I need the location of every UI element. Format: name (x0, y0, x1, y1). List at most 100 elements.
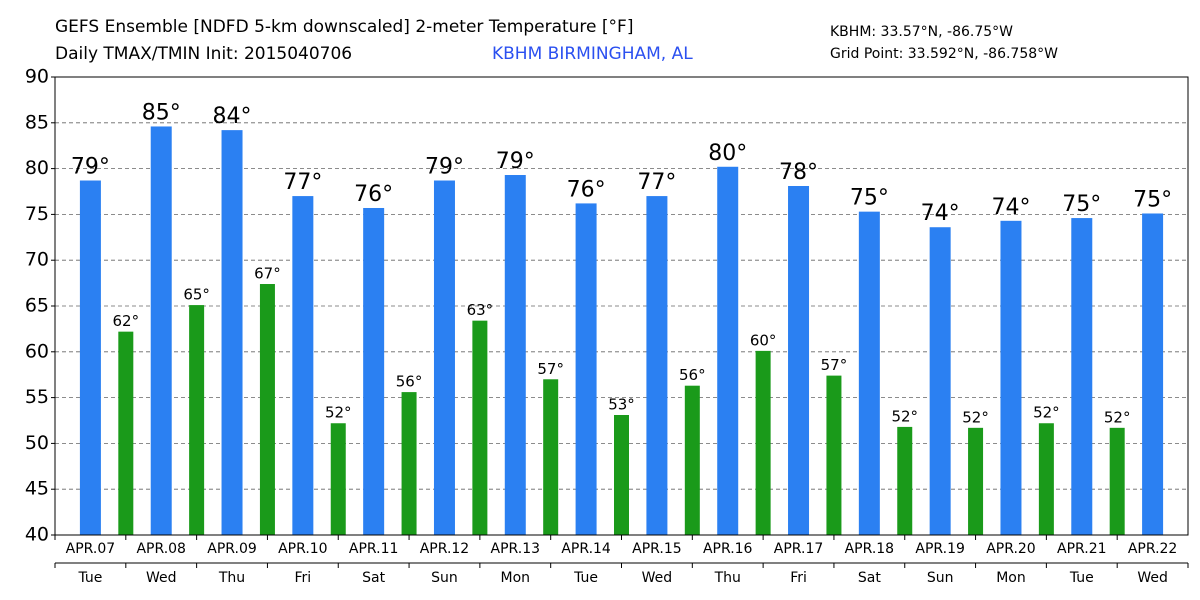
bar (788, 186, 810, 535)
value-label: 65° (183, 286, 210, 304)
bar (1071, 218, 1093, 535)
value-label: 57° (537, 360, 564, 378)
chart-subtitle: Daily TMAX/TMIN Init: 2015040706 (55, 44, 352, 64)
value-label: 78° (779, 160, 818, 185)
weekday-label: Fri (295, 570, 312, 586)
y-tick-label: 80 (25, 157, 49, 179)
value-label: 85° (142, 100, 181, 125)
value-label: 79° (425, 155, 464, 180)
weekday-label: Sun (927, 570, 954, 586)
weekday-label: Thu (714, 570, 741, 586)
value-label: 60° (750, 331, 777, 349)
bar (968, 427, 984, 535)
value-label: 74° (991, 195, 1030, 220)
x-tick-label: APR.13 (491, 541, 541, 557)
station-coords: KBHM: 33.57°N, -86.75°W (830, 24, 1013, 40)
value-label: 75° (1133, 187, 1172, 212)
y-tick-label: 65 (25, 295, 49, 317)
bar (118, 331, 134, 535)
weekday-label: Wed (1137, 570, 1168, 586)
weekday-label: Mon (501, 570, 531, 586)
x-tick-label: APR.08 (136, 541, 186, 557)
value-label: 77° (283, 170, 322, 195)
bar (472, 320, 488, 535)
location: KBHM BIRMINGHAM, AL (492, 44, 693, 64)
bar (401, 392, 417, 535)
x-tick-label: APR.15 (632, 541, 682, 557)
value-label: 84° (213, 104, 252, 129)
value-label: 79° (71, 155, 110, 180)
x-tick-label: APR.19 (915, 541, 965, 557)
bar (858, 211, 880, 536)
weekday-label: Mon (996, 570, 1026, 586)
y-tick-label: 90 (25, 66, 49, 88)
bar (755, 350, 771, 535)
bar (929, 227, 951, 535)
bar (363, 207, 385, 535)
bar (504, 175, 526, 535)
y-tick-label: 70 (25, 249, 49, 271)
bar (433, 180, 455, 535)
value-label: 74° (921, 201, 960, 226)
bar (150, 126, 172, 536)
weekday-label: Wed (146, 570, 177, 586)
weekday-label: Tue (573, 570, 598, 586)
y-tick-label: 60 (25, 340, 49, 362)
value-label: 80° (708, 141, 747, 166)
x-tick-label: APR.09 (207, 541, 257, 557)
bar (1142, 213, 1164, 535)
value-label: 52° (962, 408, 989, 426)
bar (330, 423, 346, 535)
weekday-label: Thu (218, 570, 245, 586)
value-label: 63° (467, 301, 494, 319)
x-tick-label: APR.10 (278, 541, 328, 557)
y-tick-label: 45 (25, 478, 49, 500)
y-tick-label: 40 (25, 524, 49, 546)
weekday-label: Fri (790, 570, 807, 586)
weekday-label: Wed (642, 570, 673, 586)
value-label: 62° (113, 312, 140, 330)
bar (1038, 423, 1054, 535)
value-label: 57° (821, 356, 848, 374)
bar (826, 375, 842, 535)
value-label: 79° (496, 149, 535, 174)
value-label: 76° (354, 182, 393, 207)
bar (189, 305, 205, 535)
weekday-label: Tue (77, 570, 102, 586)
value-label: 56° (396, 373, 423, 391)
grid-point: Grid Point: 33.592°N, -86.758°W (830, 46, 1058, 62)
weekday-label: Tue (1069, 570, 1094, 586)
x-tick-label: APR.11 (349, 541, 399, 557)
x-tick-label: APR.18 (845, 541, 895, 557)
bar (1109, 427, 1125, 535)
weekday-label: Sat (858, 570, 881, 586)
value-label: 76° (567, 177, 606, 202)
x-tick-label: APR.21 (1057, 541, 1107, 557)
bar (292, 196, 314, 535)
bar (575, 203, 597, 535)
bar (717, 166, 739, 535)
value-label: 67° (254, 265, 281, 283)
value-label: 75° (850, 186, 889, 211)
x-tick-label: APR.16 (703, 541, 753, 557)
x-tick-label: APR.07 (66, 541, 116, 557)
x-tick-label: APR.22 (1128, 541, 1178, 557)
value-label: 77° (637, 170, 676, 195)
value-label: 52° (891, 407, 918, 425)
weekday-label: Sat (362, 570, 385, 586)
value-label: 52° (325, 404, 352, 422)
bar (614, 415, 629, 535)
chart-title: GEFS Ensemble [NDFD 5-km downscaled] 2-m… (55, 17, 633, 37)
value-label: 56° (679, 366, 706, 384)
bar (684, 385, 700, 535)
value-label: 75° (1062, 192, 1101, 217)
x-tick-label: APR.14 (561, 541, 611, 557)
x-tick-label: APR.20 (986, 541, 1036, 557)
bar (543, 379, 559, 535)
bar (259, 284, 275, 535)
x-tick-label: APR.12 (420, 541, 470, 557)
x-tick-label: APR.17 (774, 541, 824, 557)
bar (897, 426, 913, 535)
value-label: 53° (608, 396, 635, 414)
